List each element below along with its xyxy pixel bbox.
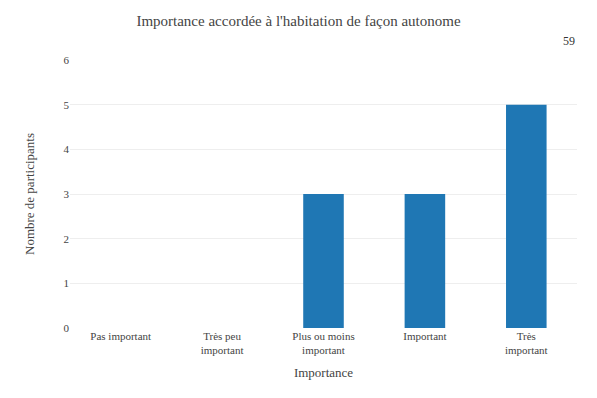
svg-text:Plus ou moinsimportant: Plus ou moinsimportant [292,330,354,356]
svg-text:0: 0 [64,322,70,334]
svg-text:3: 3 [64,188,70,200]
svg-text:Pas important: Pas important [90,330,151,342]
svg-text:Très peuimportant: Très peuimportant [201,330,244,356]
svg-text:2: 2 [64,233,70,245]
svg-text:59: 59 [563,34,575,48]
svg-text:6: 6 [64,54,70,66]
svg-text:Importance: Importance [294,365,353,380]
svg-text:Important: Important [403,330,446,342]
svg-text:Trèsimportant: Trèsimportant [505,330,548,356]
svg-text:4: 4 [64,143,70,155]
svg-text:1: 1 [64,277,70,289]
svg-text:Nombre de participants: Nombre de participants [22,133,37,255]
svg-text:Importance accordée à l'habita: Importance accordée à l'habitation de fa… [136,13,461,29]
svg-text:5: 5 [64,99,70,111]
